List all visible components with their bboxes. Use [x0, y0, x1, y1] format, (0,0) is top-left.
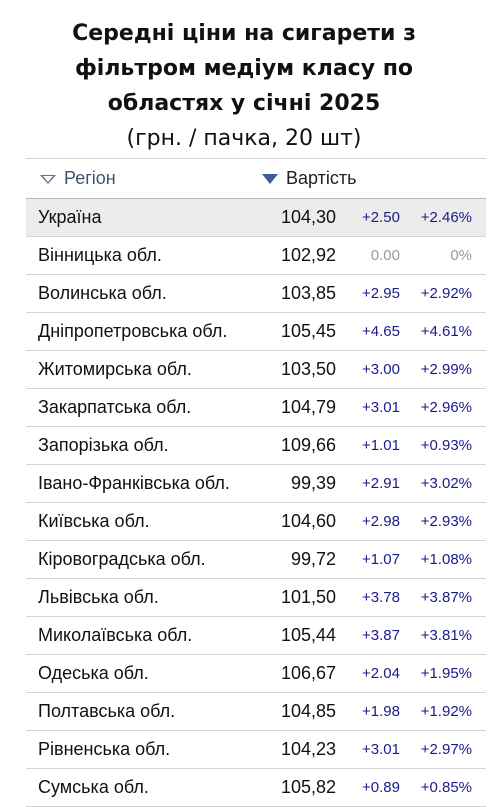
- price-table: Регіон Вартість Україна 104,30 +2.50 +2.46%…: [26, 158, 486, 807]
- value-column-header[interactable]: Вартість: [260, 158, 486, 199]
- region-column-header[interactable]: Регіон: [26, 158, 260, 199]
- region-cell: Сумська обл.: [26, 768, 260, 807]
- value-cell: 99,72: [260, 540, 340, 579]
- pct-change-cell: +2.46%: [400, 198, 486, 237]
- value-cell: 101,50: [260, 578, 340, 617]
- value-cell: 106,67: [260, 654, 340, 693]
- abs-change-cell: +3.78: [340, 578, 400, 617]
- pct-change-cell: +4.61%: [400, 312, 486, 351]
- table-row: Дніпропетровська обл. 105,45 +4.65 +4.61%: [26, 312, 486, 351]
- table-row: Київська обл. 104,60 +2.98 +2.93%: [26, 502, 486, 541]
- sort-triangle-solid-icon: [262, 174, 278, 185]
- abs-change-cell: +2.95: [340, 274, 400, 313]
- table-row: Кіровоградська обл. 99,72 +1.07 +1.08%: [26, 540, 486, 579]
- abs-change-cell: 0.00: [340, 236, 400, 275]
- region-column-label: Регіон: [64, 168, 116, 188]
- sort-triangle-outline-icon: [40, 174, 56, 184]
- abs-change-cell: +0.89: [340, 768, 400, 807]
- region-cell: Україна: [26, 198, 260, 237]
- abs-change-cell: +2.98: [340, 502, 400, 541]
- table-row: Запорізька обл. 109,66 +1.01 +0.93%: [26, 426, 486, 465]
- table-row: Україна 104,30 +2.50 +2.46%: [26, 198, 486, 237]
- value-cell: 99,39: [260, 464, 340, 503]
- region-cell: Житомирська обл.: [26, 350, 260, 389]
- value-cell: 104,30: [260, 198, 340, 237]
- region-cell: Львівська обл.: [26, 578, 260, 617]
- value-cell: 103,50: [260, 350, 340, 389]
- pct-change-cell: +2.97%: [400, 730, 486, 769]
- abs-change-cell: +2.91: [340, 464, 400, 503]
- title-line: областях у січні 2025: [107, 91, 381, 116]
- value-cell: 104,79: [260, 388, 340, 427]
- table-row: Рівненська обл. 104,23 +3.01 +2.97%: [26, 730, 486, 769]
- abs-change-cell: +3.01: [340, 388, 400, 427]
- value-cell: 103,85: [260, 274, 340, 313]
- region-cell: Одеська обл.: [26, 654, 260, 693]
- pct-change-cell: +3.81%: [400, 616, 486, 655]
- value-cell: 105,44: [260, 616, 340, 655]
- pct-change-cell: +1.08%: [400, 540, 486, 579]
- table-row: Миколаївська обл. 105,44 +3.87 +3.81%: [26, 616, 486, 655]
- abs-change-cell: +3.01: [340, 730, 400, 769]
- pct-change-cell: 0%: [400, 236, 486, 275]
- pct-change-cell: +3.02%: [400, 464, 486, 503]
- value-cell: 102,92: [260, 236, 340, 275]
- table-row: Волинська обл. 103,85 +2.95 +2.92%: [26, 274, 486, 313]
- value-cell: 105,45: [260, 312, 340, 351]
- table-row: Івано-Франківська обл. 99,39 +2.91 +3.02%: [26, 464, 486, 503]
- table-header-row: Регіон Вартість: [26, 158, 486, 199]
- table-row: Житомирська обл. 103,50 +3.00 +2.99%: [26, 350, 486, 389]
- value-cell: 105,82: [260, 768, 340, 807]
- region-cell: Дніпропетровська обл.: [26, 312, 260, 351]
- pct-change-cell: +1.92%: [400, 692, 486, 731]
- chart-header: Середні ціни на сигарети з фільтром меді…: [0, 0, 488, 156]
- region-cell: Запорізька обл.: [26, 426, 260, 465]
- title-line: Середні ціни на сигарети з: [72, 21, 416, 46]
- abs-change-cell: +4.65: [340, 312, 400, 351]
- pct-change-cell: +1.95%: [400, 654, 486, 693]
- value-cell: 104,23: [260, 730, 340, 769]
- pct-change-cell: +3.87%: [400, 578, 486, 617]
- abs-change-cell: +2.50: [340, 198, 400, 237]
- value-cell: 109,66: [260, 426, 340, 465]
- region-cell: Закарпатська обл.: [26, 388, 260, 427]
- table-row: Полтавська обл. 104,85 +1.98 +1.92%: [26, 692, 486, 731]
- region-cell: Івано-Франківська обл.: [26, 464, 260, 503]
- value-column-label: Вартість: [286, 168, 357, 188]
- table-row: Вінницька обл. 102,92 0.00 0%: [26, 236, 486, 275]
- abs-change-cell: +3.00: [340, 350, 400, 389]
- abs-change-cell: +1.98: [340, 692, 400, 731]
- region-cell: Волинська обл.: [26, 274, 260, 313]
- table-body: Україна 104,30 +2.50 +2.46% Вінницька обл. 10…: [26, 198, 486, 807]
- table-row: Закарпатська обл. 104,79 +3.01 +2.96%: [26, 388, 486, 427]
- region-cell: Київська обл.: [26, 502, 260, 541]
- region-cell: Рівненська обл.: [26, 730, 260, 769]
- pct-change-cell: +2.93%: [400, 502, 486, 541]
- pct-change-cell: +0.85%: [400, 768, 486, 807]
- value-cell: 104,60: [260, 502, 340, 541]
- table-row: Сумська обл. 105,82 +0.89 +0.85%: [26, 768, 486, 807]
- pct-change-cell: +2.92%: [400, 274, 486, 313]
- region-cell: Миколаївська обл.: [26, 616, 260, 655]
- abs-change-cell: +1.01: [340, 426, 400, 465]
- table-row: Львівська обл. 101,50 +3.78 +3.87%: [26, 578, 486, 617]
- pct-change-cell: +2.99%: [400, 350, 486, 389]
- abs-change-cell: +2.04: [340, 654, 400, 693]
- chart-title: Середні ціни на сигарети з фільтром меді…: [0, 16, 488, 121]
- value-cell: 104,85: [260, 692, 340, 731]
- table-row: Одеська обл. 106,67 +2.04 +1.95%: [26, 654, 486, 693]
- abs-change-cell: +3.87: [340, 616, 400, 655]
- abs-change-cell: +1.07: [340, 540, 400, 579]
- title-line: фільтром медіум класу по: [74, 56, 414, 81]
- region-cell: Вінницька обл.: [26, 236, 260, 275]
- region-cell: Полтавська обл.: [26, 692, 260, 731]
- pct-change-cell: +0.93%: [400, 426, 486, 465]
- chart-subtitle: (грн. / пачка, 20 шт): [126, 126, 362, 151]
- pct-change-cell: +2.96%: [400, 388, 486, 427]
- region-cell: Кіровоградська обл.: [26, 540, 260, 579]
